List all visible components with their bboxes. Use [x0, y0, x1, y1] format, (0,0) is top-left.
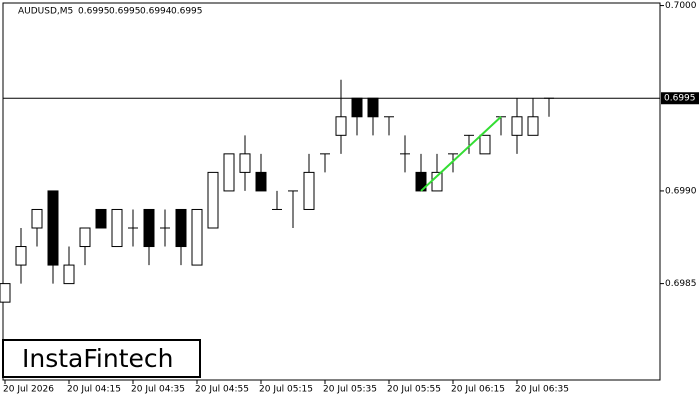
y-tick-label: 0.7000 — [665, 1, 697, 11]
x-tick-label: 20 Jul 04:55 — [195, 385, 249, 395]
candle-body — [47, 190, 59, 266]
candle-body — [31, 208, 43, 229]
candle-body — [111, 208, 123, 248]
candle-body — [239, 153, 251, 173]
header-value: 0.6995 — [78, 7, 110, 17]
header-value: 0.6994 — [140, 7, 172, 17]
candle-body — [351, 97, 363, 118]
candle-body — [223, 153, 235, 192]
price-label-box — [661, 92, 699, 105]
candle-body — [95, 208, 107, 229]
candle-body — [527, 116, 539, 136]
candle-body — [303, 171, 315, 210]
candle-body — [79, 227, 91, 248]
x-tick-label: 20 Jul 04:35 — [131, 385, 185, 395]
candle-body — [479, 134, 491, 155]
x-tick-label: 20 Jul 2026 — [3, 385, 54, 395]
x-tick-label: 20 Jul 05:35 — [323, 385, 377, 395]
header-values: 0.6995 0.6995 0.6994 0.6995 — [78, 7, 203, 17]
x-tick-label: 20 Jul 05:15 — [259, 385, 313, 395]
x-tick-label: 20 Jul 06:35 — [515, 385, 569, 395]
candle-body — [511, 116, 523, 136]
candle-body — [0, 283, 11, 303]
plot-frame — [2, 2, 661, 381]
candle-body — [207, 171, 219, 229]
symbol: AUDUSD,M5 — [18, 7, 73, 17]
y-tick-label: 0.6990 — [665, 186, 697, 196]
x-tick-label: 20 Jul 06:15 — [451, 385, 505, 395]
candle-body — [63, 264, 75, 285]
header-value: 0.6995 — [171, 7, 203, 17]
candle-body — [255, 171, 267, 192]
header-value: 0.6995 — [109, 7, 141, 17]
candle-body — [367, 97, 379, 118]
candle-body — [175, 208, 187, 248]
logo-box — [2, 339, 201, 378]
x-tick-label: 20 Jul 05:55 — [387, 385, 441, 395]
candle-body — [335, 116, 347, 136]
candle-body — [191, 208, 203, 266]
y-tick-label: 0.6985 — [665, 279, 697, 289]
candle-body — [143, 208, 155, 248]
candle-body — [15, 246, 27, 266]
price-label: 0.6995 — [664, 94, 696, 104]
logo: InstaFintech — [22, 344, 174, 373]
trend-line — [420, 116, 502, 192]
x-tick-label: 20 Jul 04:15 — [67, 385, 121, 395]
